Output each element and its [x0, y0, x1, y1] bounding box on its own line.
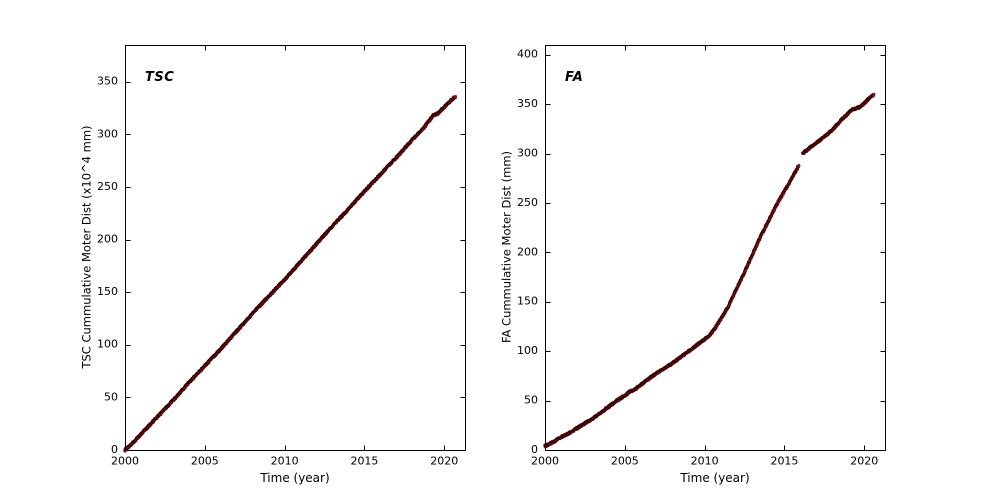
tsc-y-axis-label: TSC Cummulative Moter Dist (x10^4 mm)	[79, 125, 94, 369]
chart-annotation-fa: FA	[565, 70, 584, 85]
chart-annotation-tsc: TSC	[145, 70, 175, 85]
tsc-x-axis-label: Time (year)	[260, 471, 330, 485]
fa-y-axis-label: FA Cummulative Moter Dist (mm)	[499, 150, 514, 344]
fa-x-axis-label: Time (year)	[680, 471, 750, 485]
